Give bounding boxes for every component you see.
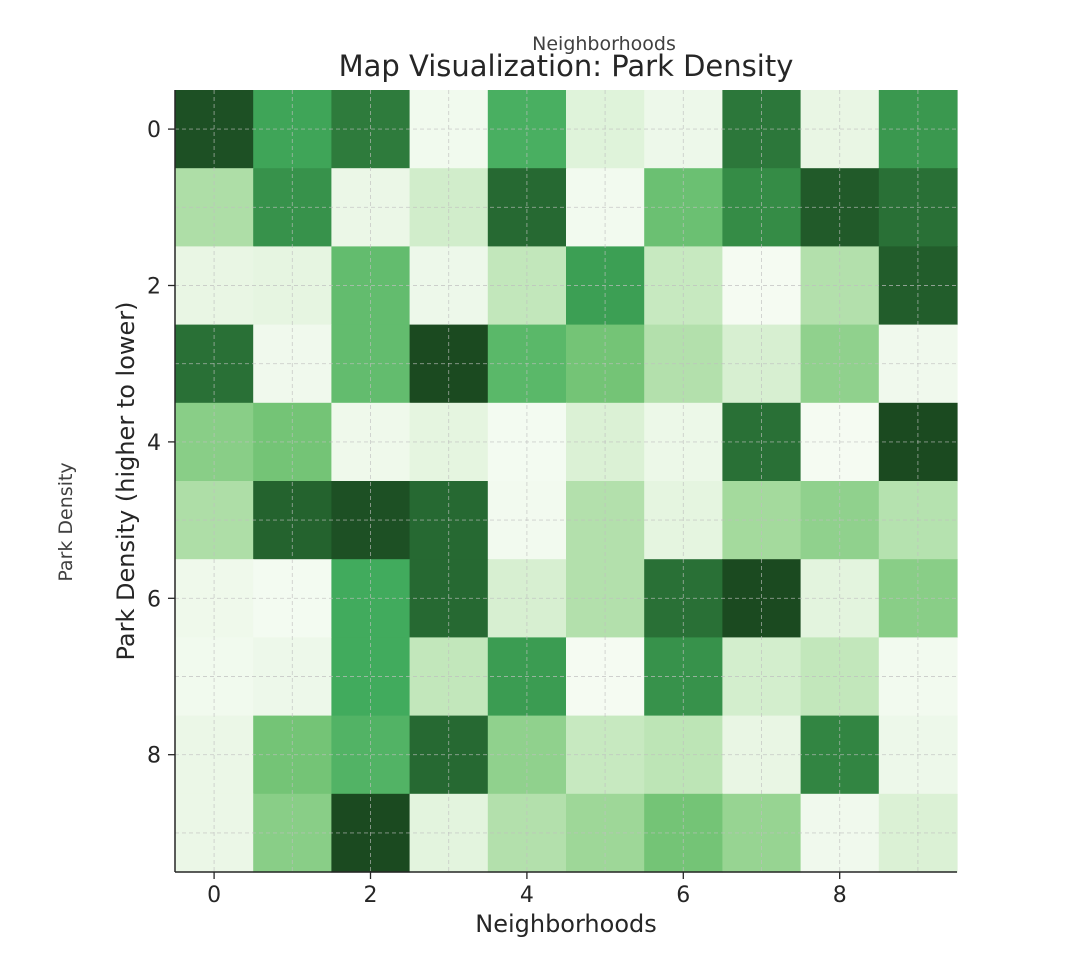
heatmap-cell [722,637,802,717]
left-outer-label: Park Density [55,462,77,581]
heatmap-cell [253,168,332,247]
heatmap-cell [722,559,802,638]
y-axis-label: Park Density (higher to lower) [112,301,140,660]
heatmap-cell [722,168,802,247]
x-tick-label: 4 [520,883,534,908]
heatmap-cell [644,637,723,717]
x-tick-label: 8 [833,883,847,908]
x-ticks: 0 2 4 6 8 [207,872,847,908]
x-tick-label: 2 [364,883,378,908]
chart-title: Map Visualization: Park Density [339,49,794,83]
heatmap-cell [253,559,332,638]
y-tick-label: 0 [147,118,161,143]
top-axis-label: Neighborhoods [532,33,676,55]
x-axis-label: Neighborhoods [475,910,657,938]
axes [174,90,957,873]
heatmap-cell [644,168,723,247]
y-tick-label: 2 [147,275,161,300]
y-tick-label: 6 [147,587,161,612]
y-tick-label: 4 [147,431,161,456]
grid-lines [175,90,957,872]
x-tick-label: 6 [676,883,690,908]
heatmap-cell [253,637,332,717]
x-tick-label: 0 [207,883,221,908]
y-ticks: 0 2 4 6 8 [147,118,175,769]
y-tick-label: 8 [147,744,161,769]
heatmap-cell [644,559,723,638]
